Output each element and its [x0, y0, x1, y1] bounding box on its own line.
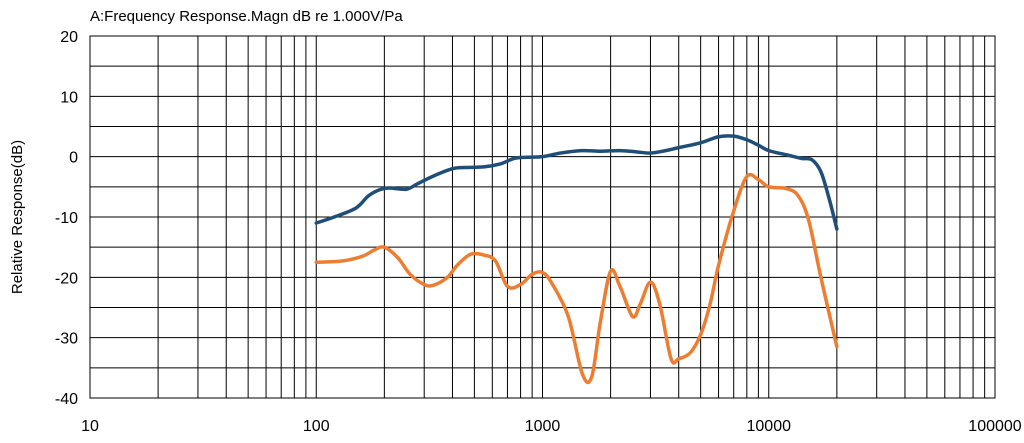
x-tick-labels: 10 100 1000 10000 100000: [81, 418, 1022, 435]
x-tick-label: 10000: [747, 418, 792, 435]
x-tick-label: 10: [81, 418, 99, 435]
series-line-1: [314, 134, 839, 231]
y-tick-label: -40: [55, 391, 78, 408]
x-tick-label: 1000: [525, 418, 561, 435]
y-tick-label: 10: [60, 89, 78, 106]
x-tick-label: 100000: [968, 418, 1021, 435]
plot-area-border: [89, 35, 996, 399]
y-tick-label: -30: [55, 331, 78, 348]
y-tick-label: 20: [60, 29, 78, 46]
chart-title: A:Frequency Response.Magn dB re 1.000V/P…: [90, 8, 403, 25]
y-tick-label: -10: [55, 210, 78, 227]
series-layer: [314, 134, 839, 385]
y-tick-labels: 20 10 0 -10 -20 -30 -40: [55, 29, 78, 408]
y-tick-label: 0: [69, 150, 78, 167]
series-line-2: [314, 172, 839, 385]
y-axis-label: Relative Response(dB): [9, 140, 26, 294]
x-tick-label: 100: [303, 418, 330, 435]
y-tick-label: -20: [55, 270, 78, 287]
